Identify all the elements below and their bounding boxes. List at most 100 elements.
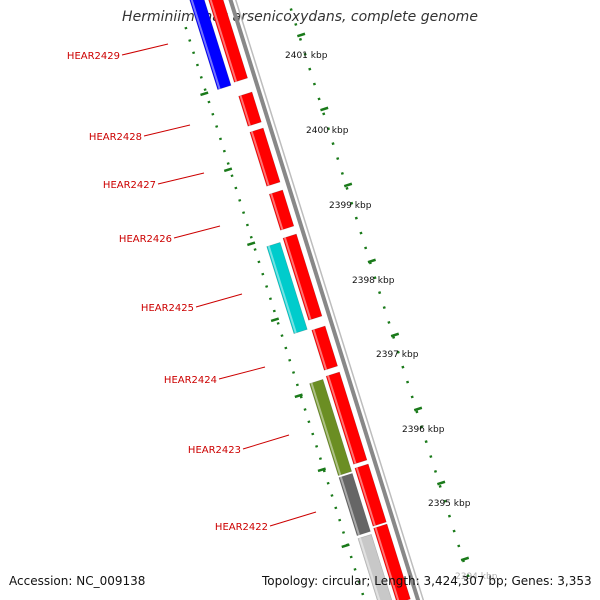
blue-gene-highlight bbox=[190, 0, 221, 90]
major-tick-outer bbox=[460, 556, 470, 562]
outer-tick bbox=[331, 142, 335, 146]
outer-tick bbox=[378, 291, 382, 295]
red-gene-7 bbox=[325, 371, 368, 465]
inner-tick bbox=[311, 432, 315, 436]
scale-label: 2394 kbp bbox=[455, 572, 498, 582]
red-gene-3 bbox=[249, 127, 281, 187]
inner-tick bbox=[199, 75, 203, 79]
outer-tick bbox=[312, 82, 316, 86]
red-gene-1 bbox=[208, 0, 248, 83]
inner-tick bbox=[195, 63, 199, 67]
major-tick-outer bbox=[413, 406, 423, 412]
gene-leader-line bbox=[157, 172, 205, 185]
inner-tick-ring bbox=[184, 26, 365, 596]
scale-label: 2399 kbp bbox=[329, 201, 372, 211]
outer-tick bbox=[326, 127, 330, 131]
backbone-line bbox=[228, 0, 421, 600]
gene-label-hear2426[interactable]: HEAR2426 bbox=[119, 234, 172, 245]
inner-tick bbox=[226, 162, 230, 165]
outer-tick bbox=[443, 499, 447, 503]
inner-tick bbox=[341, 531, 346, 534]
major-tick-outer bbox=[320, 106, 329, 112]
gene-label-hear2425[interactable]: HEAR2425 bbox=[141, 303, 194, 314]
gene-label-layer: HEAR2429 HEAR2428 HEAR2427 HEAR2426 HEAR2425… bbox=[67, 43, 317, 533]
inner-tick bbox=[188, 39, 192, 42]
inner-tick bbox=[318, 457, 322, 461]
red-gene-3-highlight bbox=[250, 131, 270, 186]
outer-tick bbox=[354, 216, 358, 220]
olive-gene-highlight bbox=[310, 382, 342, 476]
inner-tick bbox=[338, 518, 342, 522]
outer-tick bbox=[396, 350, 400, 354]
accession-text: Accession: NC_009138 bbox=[9, 574, 146, 588]
inner-tick bbox=[218, 137, 223, 141]
gene-leader-line bbox=[195, 293, 243, 308]
outer-tick bbox=[452, 529, 456, 533]
major-tick-inner bbox=[270, 317, 280, 323]
outer-tick bbox=[345, 186, 349, 190]
red-gene-9 bbox=[373, 523, 411, 600]
inner-tick bbox=[276, 321, 280, 325]
inner-tick bbox=[222, 149, 226, 153]
inner-tick bbox=[253, 248, 257, 251]
major-tick-inner bbox=[200, 91, 209, 97]
major-tick-outer bbox=[296, 32, 306, 38]
scale-label: 2395 kbp bbox=[428, 499, 471, 509]
red-gene-2-highlight bbox=[239, 95, 251, 126]
outer-tick bbox=[317, 97, 321, 101]
gene-leader-line bbox=[269, 511, 317, 527]
inner-tick bbox=[203, 88, 207, 92]
inner-tick bbox=[295, 383, 299, 387]
major-tick-outer bbox=[343, 182, 353, 188]
outer-tick bbox=[401, 365, 405, 369]
outer-tick bbox=[429, 455, 433, 459]
inner-tick bbox=[315, 444, 319, 448]
backbone-edge bbox=[234, 0, 425, 600]
outer-tick bbox=[424, 440, 428, 444]
light-gray-gene bbox=[357, 534, 393, 600]
outer-tick bbox=[359, 231, 363, 235]
major-tick-inner bbox=[223, 167, 233, 173]
outer-tick bbox=[336, 157, 340, 161]
inner-tick bbox=[292, 371, 296, 374]
inner-tick bbox=[265, 285, 269, 288]
gene-label-hear2428[interactable]: HEAR2428 bbox=[89, 132, 142, 143]
major-tick-inner bbox=[341, 543, 350, 549]
inner-tick bbox=[215, 125, 219, 128]
inner-tick bbox=[184, 26, 188, 30]
scale-label: 2396 kbp bbox=[402, 425, 445, 435]
inner-tick bbox=[303, 408, 307, 411]
gene-leader-line bbox=[173, 225, 221, 239]
gene-leader-line bbox=[242, 434, 290, 450]
inner-tick bbox=[230, 174, 234, 178]
light-gray-gene-highlight bbox=[358, 537, 381, 600]
outer-tick-ring bbox=[289, 8, 470, 578]
outer-tick bbox=[294, 22, 298, 26]
gene-label-hear2422[interactable]: HEAR2422 bbox=[215, 522, 268, 533]
red-gene-6-highlight bbox=[312, 329, 328, 370]
inner-tick bbox=[249, 235, 253, 239]
gray-gene bbox=[338, 473, 371, 536]
gene-label-hear2423[interactable]: HEAR2423 bbox=[188, 445, 241, 456]
inner-tick bbox=[353, 567, 357, 571]
major-tick-inner bbox=[317, 467, 326, 473]
outer-tick bbox=[364, 246, 368, 250]
gene-label-hear2424[interactable]: HEAR2424 bbox=[164, 375, 217, 386]
gene-label-hear2427[interactable]: HEAR2427 bbox=[103, 180, 156, 191]
scale-label: 2397 kbp bbox=[376, 350, 419, 360]
red-gene-1-highlight bbox=[209, 0, 238, 82]
gene-label-hear2429[interactable]: HEAR2429 bbox=[67, 51, 120, 62]
inner-tick bbox=[326, 481, 330, 485]
outer-tick bbox=[406, 380, 410, 384]
outer-tick bbox=[466, 574, 470, 578]
red-gene-7-highlight bbox=[327, 375, 357, 464]
red-gene-6 bbox=[311, 325, 338, 371]
outer-tick bbox=[382, 306, 386, 310]
red-gene-8 bbox=[354, 463, 387, 527]
outer-tick bbox=[387, 320, 391, 324]
inner-tick bbox=[261, 272, 265, 276]
map-title: Herminiimonas arsenicoxydans, complete g… bbox=[122, 9, 478, 25]
outer-tick bbox=[298, 37, 302, 41]
